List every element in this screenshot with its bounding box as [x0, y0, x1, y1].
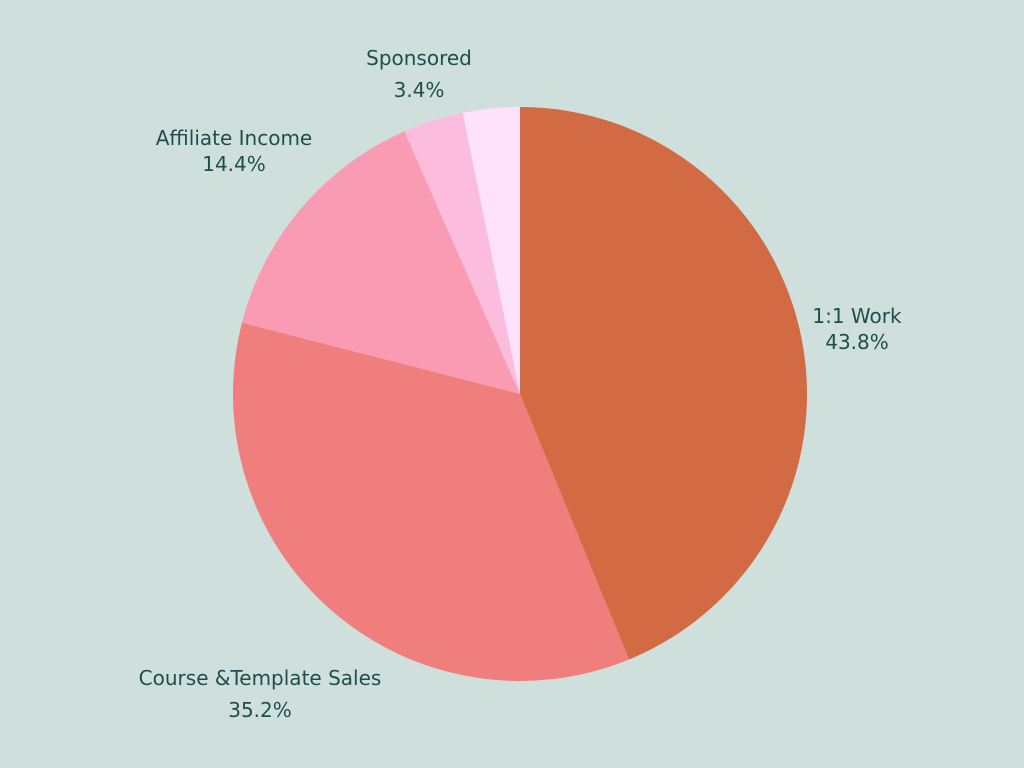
- slice-value-label: 43.8%: [825, 330, 889, 354]
- slice-value-label: 3.4%: [394, 78, 445, 102]
- pie-slice-1: [520, 107, 808, 660]
- slice-name-label: Sponsored: [366, 46, 472, 70]
- slice-value-label: 14.4%: [202, 152, 266, 176]
- slice-value-label: 35.2%: [228, 698, 292, 722]
- slice-name-label: Course &Template Sales: [139, 666, 382, 690]
- pie-slices: [233, 107, 808, 682]
- pie-slice-2: [233, 322, 630, 682]
- slice-name-label: Affiliate Income: [156, 126, 312, 150]
- slice-name-label: 1:1 Work: [812, 304, 902, 328]
- pie-slice-5: [462, 107, 520, 394]
- pie-slice-3: [242, 131, 520, 394]
- pie-slice-4: [404, 112, 520, 394]
